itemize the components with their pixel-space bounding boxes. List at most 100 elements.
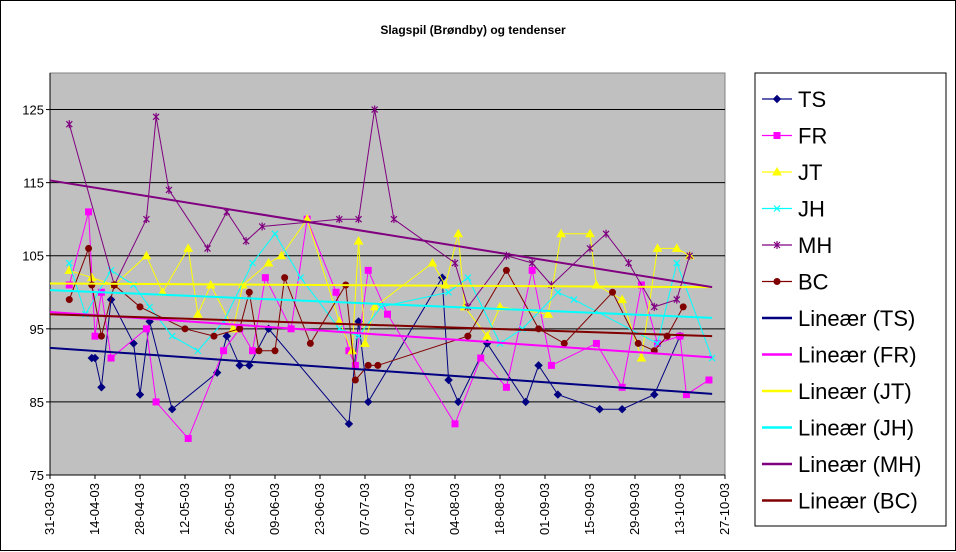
legend-label: Lineær (TS) <box>798 306 915 331</box>
data-point-fr <box>261 274 269 282</box>
data-point-mh <box>258 222 266 231</box>
legend-item: JH <box>762 197 825 222</box>
data-point-jh <box>168 332 176 340</box>
legend-item: Lineær (JH) <box>762 416 914 441</box>
data-point-jt <box>183 243 194 252</box>
data-point-fr <box>142 325 150 333</box>
trendline-bc <box>49 313 713 338</box>
legend-item: FR <box>762 124 827 149</box>
x-tick-label: 31-03-03 <box>42 483 57 535</box>
data-point-mh <box>528 259 536 268</box>
y-tick-label: 75 <box>30 468 44 483</box>
trendline-jt <box>49 282 713 289</box>
data-point-jt <box>482 331 493 340</box>
x-tick-label: 01-09-03 <box>537 483 552 535</box>
legend-marker <box>773 205 781 212</box>
data-point-ts <box>534 361 543 370</box>
data-point-fr <box>502 383 510 391</box>
data-point-ts <box>90 353 100 363</box>
x-tick-label: 29-09-03 <box>627 483 642 535</box>
legend-item: Lineær (BC) <box>762 489 918 514</box>
data-point-fr <box>477 354 485 362</box>
legend-label: Lineær (FR) <box>798 343 917 368</box>
data-point-jt <box>353 236 364 245</box>
legend-marker <box>773 278 781 285</box>
legend-marker <box>772 94 782 104</box>
y-tick-label: 115 <box>23 176 44 191</box>
data-point-bc <box>85 244 93 252</box>
data-point-mh <box>143 215 150 224</box>
data-point-fr <box>184 434 192 442</box>
x-tick-label: 27-10-03 <box>717 483 732 535</box>
data-point-fr <box>384 310 391 318</box>
legend-item: Lineær (JT) <box>762 379 912 404</box>
data-point-mh <box>242 237 250 246</box>
data-point-ts <box>553 390 563 399</box>
data-point-bc <box>271 347 279 355</box>
data-point-mh <box>371 105 379 114</box>
data-point-fr <box>65 281 73 289</box>
data-point-fr <box>220 347 228 355</box>
data-point-ts <box>344 419 354 429</box>
data-point-jh <box>271 230 279 238</box>
data-point-jt <box>617 294 628 304</box>
y-tick-label: 105 <box>22 249 44 264</box>
data-point-jh <box>249 259 256 267</box>
data-point-jh <box>708 354 716 362</box>
data-point-ts <box>444 375 453 385</box>
data-point-jt <box>543 309 554 318</box>
legend-item: Lineær (MH) <box>762 452 921 477</box>
data-point-bc <box>65 296 73 304</box>
data-point-jt <box>652 243 663 252</box>
data-point-bc <box>351 376 359 384</box>
data-point-bc <box>97 332 105 340</box>
data-point-jt <box>263 258 274 267</box>
data-point-mh <box>625 259 632 268</box>
data-point-jh <box>570 296 578 304</box>
legend-box <box>754 72 947 527</box>
y-axis: 75 85 95 105 115 125 <box>22 73 51 483</box>
y-tick-label: 85 <box>30 395 44 410</box>
data-point-fr <box>332 288 340 296</box>
data-point-fr <box>547 361 555 369</box>
data-point-bc <box>374 361 382 369</box>
data-point-mh <box>335 215 343 224</box>
x-tick-label: 26-05-03 <box>222 483 237 535</box>
chart-title: Slagspil (Brøndby) og tendenser <box>380 23 566 37</box>
data-point-mh <box>650 302 658 311</box>
data-point-ts <box>97 383 106 392</box>
data-point-bc <box>306 339 314 347</box>
x-tick-label: 14-04-03 <box>87 483 102 535</box>
data-point-jt <box>585 228 595 238</box>
y-tick-label: 125 <box>22 103 44 118</box>
y-tick-label: 95 <box>30 322 44 337</box>
legend-label: TS <box>798 87 826 112</box>
data-point-jh <box>65 259 73 267</box>
x-tick-label: 23-06-03 <box>312 483 327 535</box>
data-point-mh <box>390 215 398 224</box>
trendline-ts <box>49 346 713 395</box>
data-point-jh <box>146 303 154 311</box>
data-point-jt <box>192 309 203 318</box>
legend-item: BC <box>762 270 829 295</box>
data-point-jt <box>671 243 682 252</box>
legend-label: FR <box>798 124 827 149</box>
data-point-jh <box>464 274 472 282</box>
legend-label: Lineær (BC) <box>798 489 918 514</box>
data-point-bc <box>245 288 253 296</box>
x-tick-label: 13-10-03 <box>672 483 687 535</box>
legend-label: JT <box>798 160 822 185</box>
data-point-mh <box>686 251 694 260</box>
legend-item: MH <box>762 233 832 258</box>
data-point-jt <box>636 353 647 362</box>
legend-label: Lineær (MH) <box>798 452 921 477</box>
legend-label: Lineær (JH) <box>798 416 914 441</box>
data-point-jt <box>453 228 464 238</box>
data-point-jh <box>107 266 115 274</box>
data-point-jh <box>297 274 305 282</box>
data-point-ts <box>245 361 254 370</box>
legend-label: BC <box>798 270 829 295</box>
legend: TS FR JT JH MH BC Lineær (TS) Lineær (FR) Lineær… <box>754 72 947 527</box>
data-point-jh <box>194 347 202 355</box>
x-tick-label: 04-08-03 <box>447 483 462 535</box>
